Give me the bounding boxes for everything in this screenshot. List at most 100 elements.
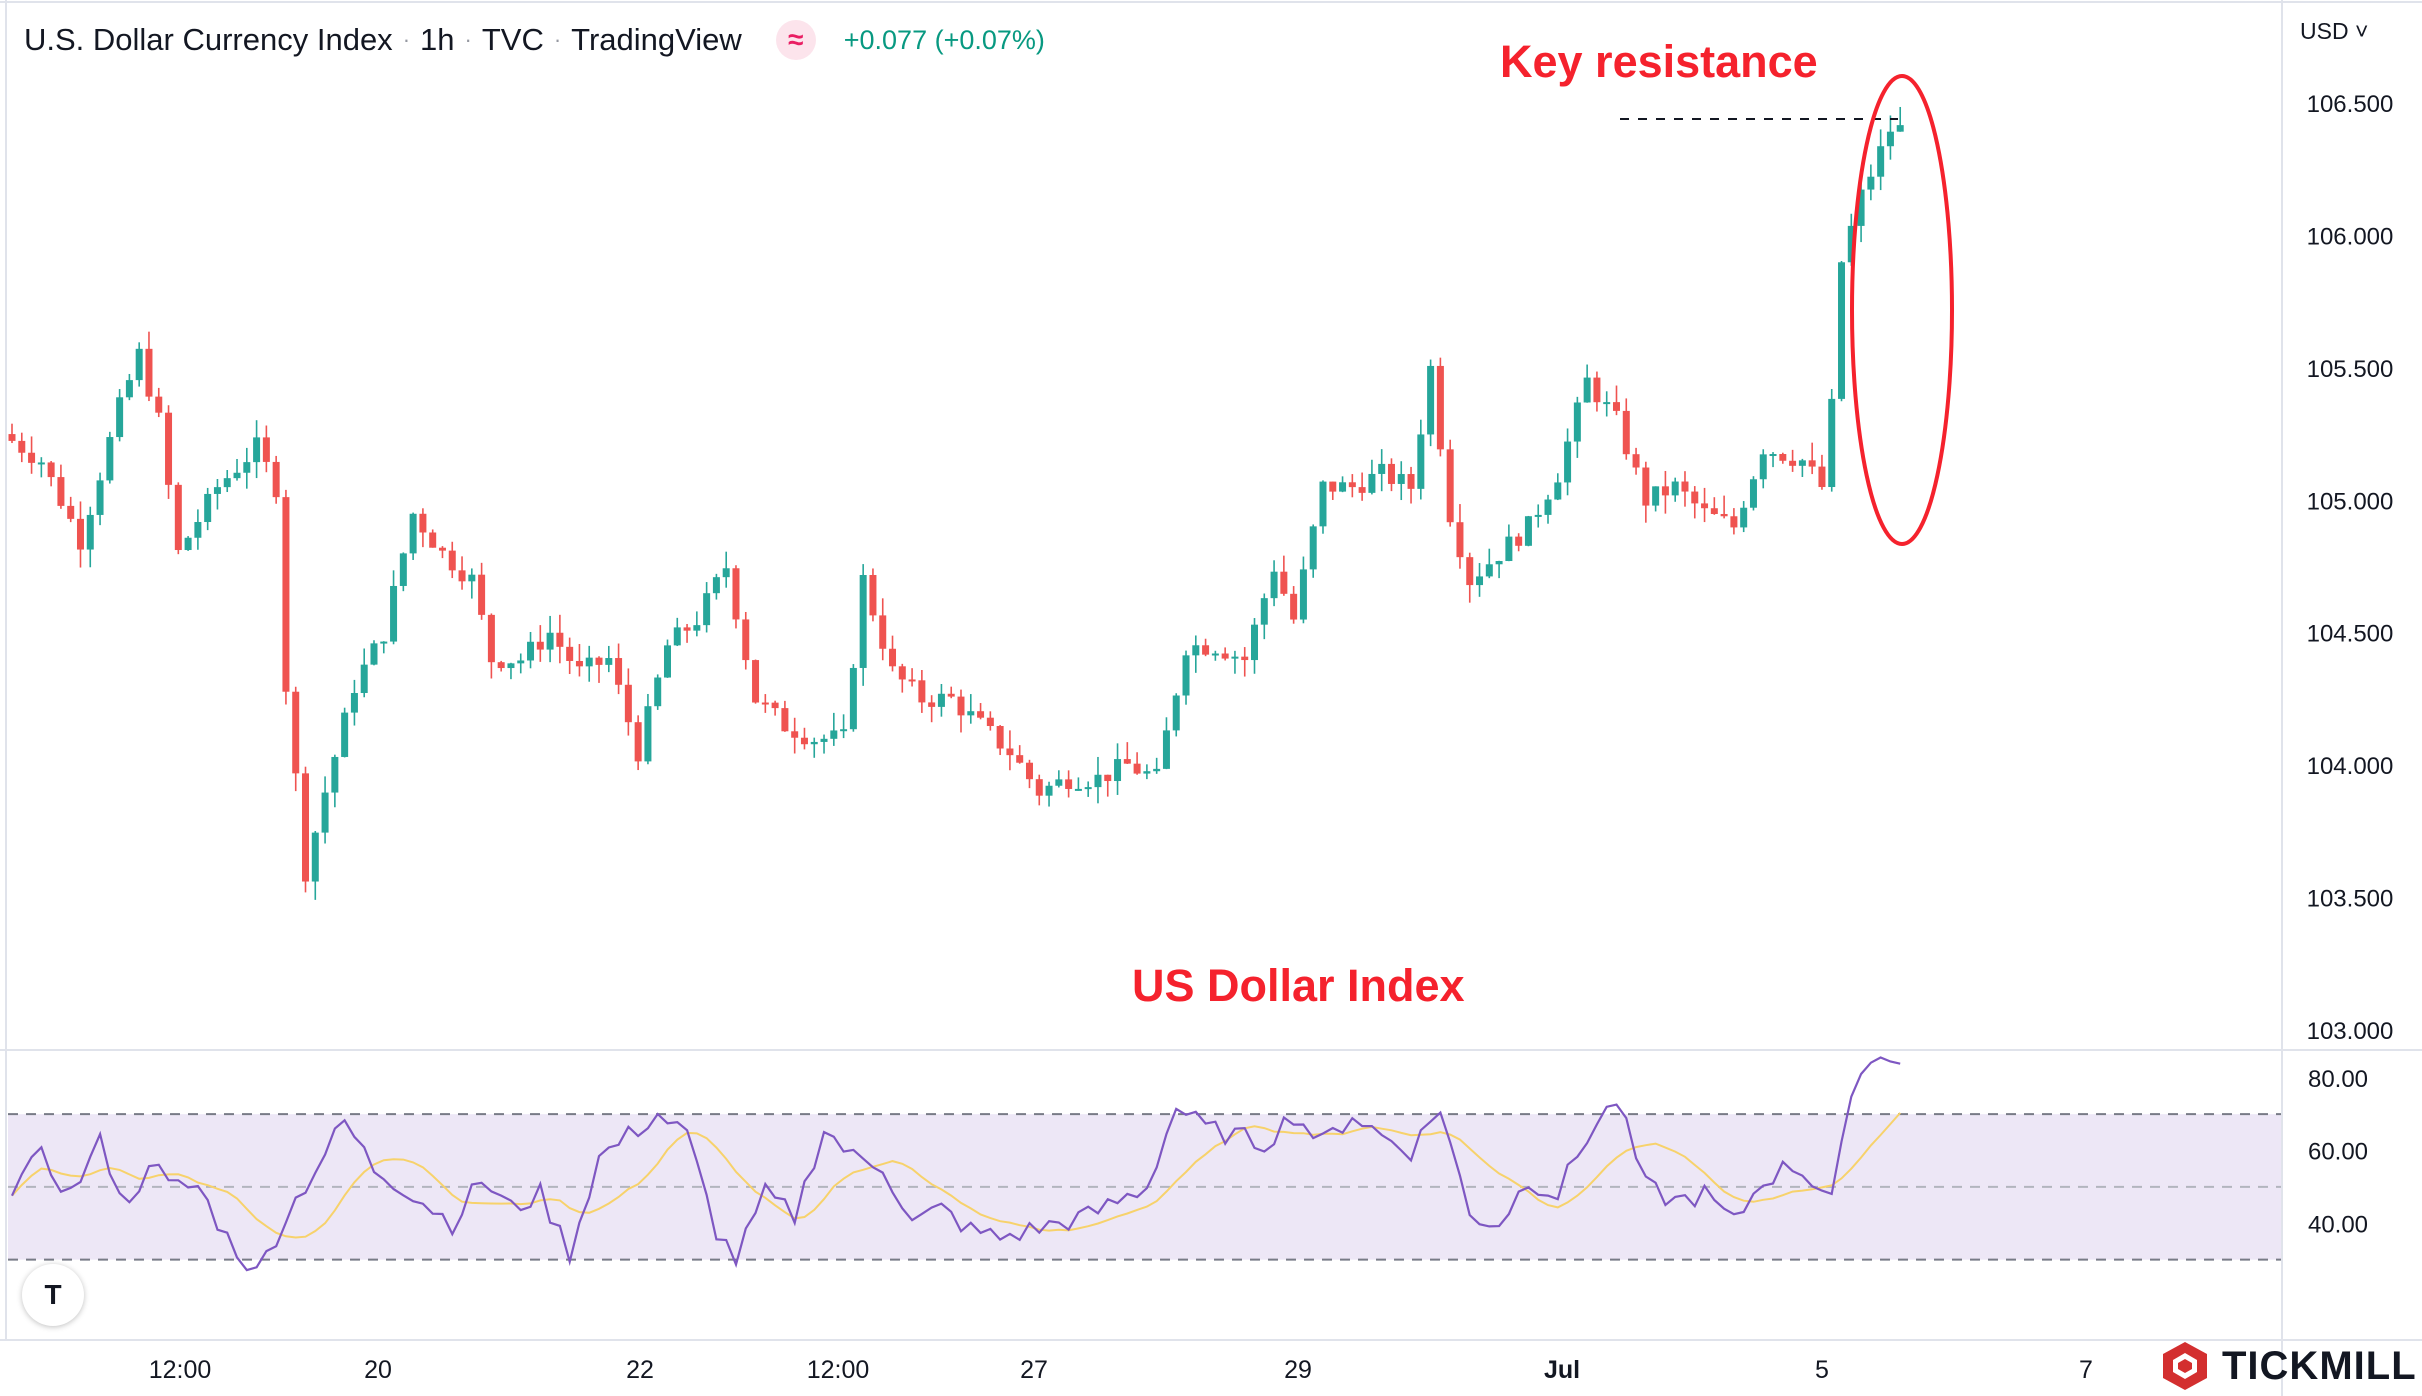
symbol-header[interactable]: U.S. Dollar Currency Index · 1h · TVC · … — [24, 18, 1045, 62]
candle-body — [928, 702, 936, 707]
candle-body — [1671, 481, 1679, 496]
candle-body — [350, 693, 358, 713]
candle-body — [1622, 410, 1630, 455]
candle-body — [8, 434, 16, 441]
candle-body — [1681, 481, 1689, 492]
candle-body — [1534, 514, 1542, 517]
candle-body — [1642, 467, 1650, 506]
candle-body — [1476, 576, 1484, 586]
candle-body — [1515, 536, 1523, 546]
candle-body — [438, 547, 446, 551]
candle-body — [1789, 460, 1797, 466]
candle-body — [76, 518, 84, 550]
rsi-axis[interactable]: 40.00 60.00 80.00 — [2308, 1066, 2368, 1238]
candle-body — [1495, 561, 1503, 565]
candle-body — [947, 693, 955, 697]
candle-body — [673, 627, 681, 646]
rsi-tick-label: 80.00 — [2308, 1066, 2368, 1093]
candle-body — [703, 593, 711, 626]
candle-body — [800, 737, 808, 745]
tv-logo-icon[interactable]: T — [22, 1264, 84, 1326]
candle-body — [292, 691, 300, 774]
candle-body — [448, 550, 456, 571]
candle-body — [1319, 481, 1327, 527]
candle-body — [478, 574, 486, 615]
candle-body — [722, 568, 730, 578]
candle-body — [106, 437, 114, 481]
candle-body — [1759, 454, 1767, 480]
currency-selector[interactable]: USD ˅ — [2300, 18, 2368, 45]
candle-body — [1241, 656, 1249, 661]
separator-dot: · — [402, 27, 411, 52]
candle-body — [752, 660, 760, 703]
candle-body — [1211, 653, 1219, 656]
candle-body — [1847, 225, 1855, 263]
candle-body — [1867, 176, 1875, 190]
candle-body — [849, 667, 857, 730]
candle-body — [1544, 499, 1552, 515]
candle-body — [937, 693, 945, 707]
candle-body — [360, 664, 368, 694]
price-axis[interactable]: 103.000 103.500 104.000 104.500 105.000 105.5… — [2307, 91, 2394, 1045]
candle-body — [1466, 557, 1474, 586]
time-tick-label: 5 — [1815, 1356, 1829, 1384]
price-tick-label: 103.000 — [2307, 1018, 2394, 1045]
candle-body — [977, 711, 985, 718]
candle-body — [1417, 434, 1425, 489]
rsi-line — [10, 1056, 1901, 1272]
candle-body — [1143, 771, 1151, 774]
time-tick-label: 27 — [1020, 1356, 1048, 1384]
candle-body — [1299, 569, 1307, 620]
candle-body — [1065, 779, 1073, 789]
platform-label: TradingView — [571, 22, 742, 57]
candle-body — [341, 712, 349, 757]
rsi-level-lines — [8, 1113, 2282, 1261]
candle-body — [380, 641, 388, 644]
candle-body — [761, 702, 769, 705]
symbol-title[interactable]: U.S. Dollar Currency Index — [24, 22, 393, 57]
candle-body — [1583, 377, 1591, 403]
candle-body — [1808, 460, 1816, 467]
interval-label[interactable]: 1h — [420, 22, 455, 57]
candle-body — [546, 632, 554, 650]
candle-body — [311, 832, 319, 882]
tickmill-mark-icon — [2163, 1342, 2207, 1390]
approx-icon[interactable]: ≈ — [775, 20, 816, 60]
candle-body — [986, 717, 994, 727]
time-axis[interactable]: 12:00 20 22 12:00 27 29 Jul 5 7 — [149, 1356, 2093, 1384]
price-tick-label: 105.000 — [2307, 488, 2394, 515]
price-change: +0.077 (+0.07%) — [843, 24, 1045, 55]
candle-body — [517, 660, 525, 664]
candle-body — [1348, 482, 1356, 488]
candle-body — [272, 461, 280, 498]
candle-body — [1828, 398, 1836, 488]
candle-body — [1436, 365, 1444, 450]
price-tick-label: 104.000 — [2307, 753, 2394, 780]
candle-body — [1886, 131, 1894, 147]
candle-body — [1182, 655, 1190, 696]
candle-body — [732, 568, 740, 620]
candle-body — [1593, 377, 1601, 403]
candle-body — [536, 641, 544, 650]
chevron-down-icon: ˅ — [2354, 18, 2369, 44]
candle-body — [1749, 479, 1757, 508]
candle-body — [409, 513, 417, 554]
candle-body — [165, 412, 173, 485]
candle-body — [331, 756, 339, 793]
candle-body — [1456, 522, 1464, 558]
candle-body — [204, 493, 212, 523]
candle-body — [771, 702, 779, 709]
candle-body — [1387, 463, 1395, 484]
candle-body — [18, 440, 26, 453]
candle-body — [1554, 482, 1562, 500]
candle-body — [566, 646, 574, 661]
time-tick-label: 29 — [1284, 1356, 1312, 1384]
candle-body — [487, 614, 495, 663]
source-label: TVC — [481, 22, 544, 57]
candle-body — [967, 711, 975, 716]
candle-body — [1818, 466, 1826, 488]
time-tick-label: 20 — [364, 1356, 392, 1384]
candle-body — [1104, 774, 1112, 782]
